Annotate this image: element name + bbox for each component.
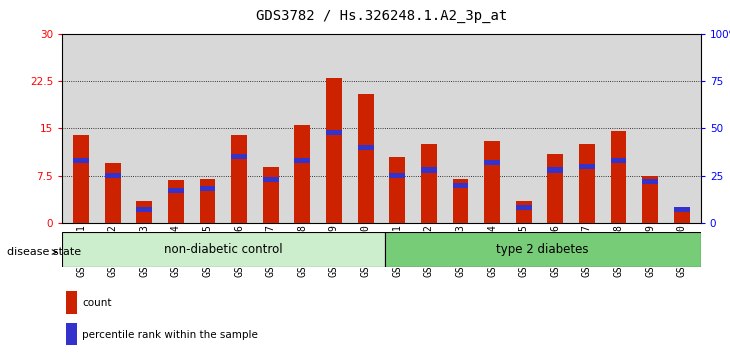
Text: disease state: disease state <box>7 247 82 257</box>
Bar <box>73 135 89 223</box>
Bar <box>579 164 595 169</box>
Bar <box>358 145 374 150</box>
Bar <box>453 183 469 188</box>
Bar <box>611 158 626 163</box>
Bar <box>484 160 500 165</box>
Bar <box>73 158 89 163</box>
Bar <box>137 207 152 212</box>
Bar <box>66 323 77 346</box>
Bar <box>516 201 531 223</box>
Bar <box>199 179 215 223</box>
Text: percentile rank within the sample: percentile rank within the sample <box>82 330 258 339</box>
Bar <box>389 173 405 178</box>
Text: count: count <box>82 298 112 308</box>
Bar <box>389 157 405 223</box>
Bar <box>263 167 279 223</box>
Bar <box>421 144 437 223</box>
Bar <box>231 154 247 159</box>
Bar <box>263 177 279 182</box>
Bar <box>421 167 437 172</box>
Bar <box>104 173 120 178</box>
Bar <box>385 232 701 267</box>
Bar <box>168 180 184 223</box>
Bar <box>168 188 184 193</box>
Bar <box>484 141 500 223</box>
Bar <box>358 93 374 223</box>
Bar <box>548 167 564 172</box>
Bar <box>137 201 152 223</box>
Bar <box>516 205 531 210</box>
Bar <box>642 176 658 223</box>
Text: type 2 diabetes: type 2 diabetes <box>496 243 589 256</box>
Bar <box>674 207 690 212</box>
Bar <box>104 163 120 223</box>
Bar <box>548 154 564 223</box>
Bar <box>66 291 77 314</box>
Bar <box>62 232 385 267</box>
Bar <box>231 135 247 223</box>
Text: GDS3782 / Hs.326248.1.A2_3p_at: GDS3782 / Hs.326248.1.A2_3p_at <box>255 9 507 23</box>
Bar <box>674 207 690 223</box>
Bar <box>579 144 595 223</box>
Bar <box>294 158 310 163</box>
Bar <box>326 78 342 223</box>
Bar <box>294 125 310 223</box>
Bar <box>611 131 626 223</box>
Text: non-diabetic control: non-diabetic control <box>164 243 283 256</box>
Bar <box>326 130 342 135</box>
Bar <box>199 187 215 192</box>
Bar <box>642 179 658 184</box>
Bar <box>453 179 469 223</box>
